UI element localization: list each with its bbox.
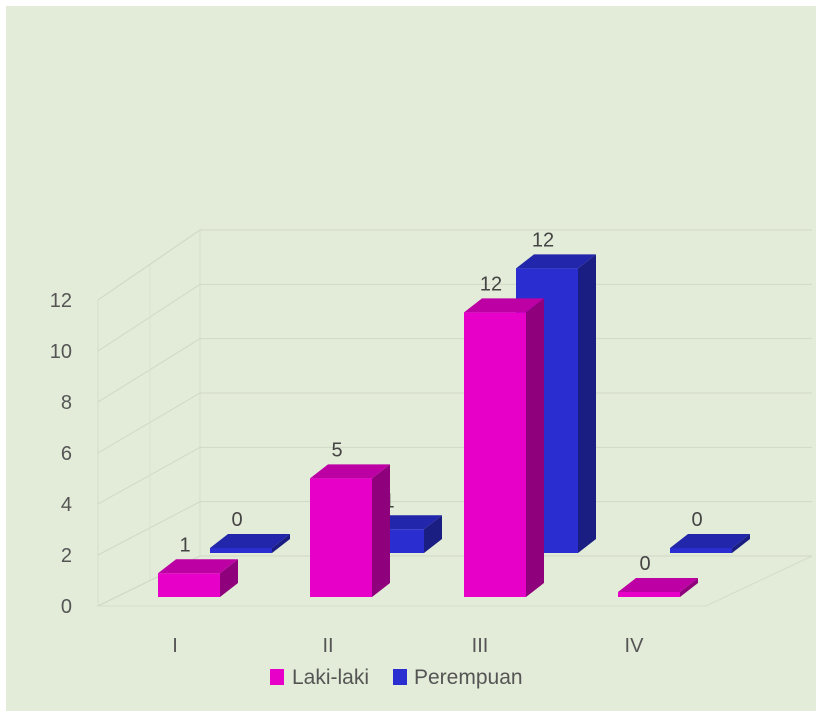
bars: 0112015120 (158, 229, 750, 597)
data-label: 5 (331, 439, 342, 461)
legend-label-perempuan: Perempuan (414, 666, 523, 689)
y-tick-label: 12 (50, 290, 72, 312)
gridline (97, 229, 812, 301)
bar-laki-laki-iii (464, 298, 544, 597)
data-label: 12 (480, 273, 502, 295)
legend-swatch-laki-laki (270, 669, 284, 685)
bar-perempuan-ii-side (424, 515, 442, 553)
bar-laki-laki-iv-front (618, 592, 680, 597)
x-tick-label: I (172, 635, 178, 657)
bar-perempuan-i (210, 534, 290, 553)
bar-perempuan-iv-side (732, 534, 750, 553)
bar-laki-laki-iii-side (526, 298, 544, 597)
x-tick-label: II (322, 635, 333, 657)
bar-laki-laki-ii-top (310, 464, 390, 479)
bar-laki-laki-ii (310, 464, 390, 597)
data-label: 12 (532, 229, 554, 251)
y-axis-ticks: 0 2 4 6 8 10 12 (50, 290, 72, 618)
bar-laki-laki-i-front (158, 573, 220, 597)
legend-swatch-perempuan (393, 669, 407, 685)
bar-perempuan-iii-top (516, 254, 596, 269)
bar-perempuan-iii-side (578, 254, 596, 554)
bar-laki-laki-i-side (220, 559, 238, 597)
legend: Laki-laki Perempuan (270, 666, 523, 689)
y-tick-label: 8 (61, 392, 72, 414)
bar-laki-laki-iv (618, 578, 698, 597)
data-label: 0 (231, 509, 242, 531)
bar-perempuan-i-side (272, 534, 290, 553)
bar-perempuan-i-front (210, 548, 272, 553)
bar-laki-laki-iii-front (464, 312, 526, 597)
bar-perempuan-iv-top (670, 534, 750, 548)
bar-laki-laki-iv-side (680, 578, 698, 597)
x-tick-label: III (472, 635, 489, 657)
y-tick-label: 4 (61, 494, 72, 516)
bar-laki-laki-iii-top (464, 298, 544, 313)
bar-perempuan-iv-front (670, 548, 732, 553)
gridline (97, 283, 812, 352)
gridline (97, 338, 812, 403)
gridline (97, 446, 812, 505)
y-tick-label: 10 (50, 341, 72, 363)
gridlines (97, 229, 812, 607)
gridline (97, 392, 812, 454)
bar-laki-laki-i (158, 559, 238, 597)
x-tick-label: IV (625, 635, 645, 657)
y-tick-label: 0 (61, 596, 72, 618)
x-axis-ticks: I II III IV (172, 635, 644, 657)
legend-label-laki-laki: Laki-laki (292, 666, 369, 689)
gridline (97, 501, 812, 556)
y-tick-label: 2 (61, 545, 72, 567)
data-label: 0 (639, 553, 650, 575)
data-label: 0 (691, 509, 702, 531)
bar-laki-laki-iv-top (618, 578, 698, 592)
bar-laki-laki-i-top (158, 559, 238, 574)
y-tick-label: 6 (61, 443, 72, 465)
bar-laki-laki-ii-side (372, 464, 390, 597)
bar-laki-laki-ii-front (310, 478, 372, 597)
gridline (97, 555, 812, 607)
data-label: 1 (179, 534, 190, 556)
bar-perempuan-i-top (210, 534, 290, 548)
bar-perempuan-iv (670, 534, 750, 553)
